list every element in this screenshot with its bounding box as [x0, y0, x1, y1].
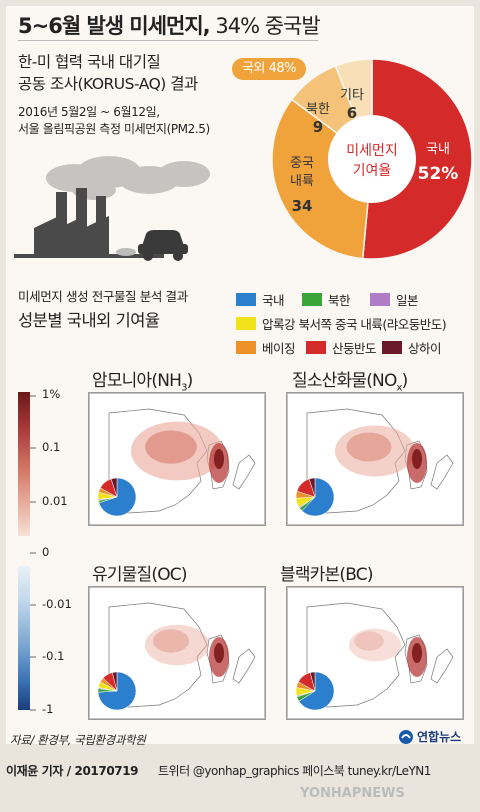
map-canvas-3	[287, 587, 463, 719]
segment-china-name-2: 내륙	[290, 174, 314, 189]
legend-label: 일본	[396, 293, 419, 308]
title-sub: 34% 중국발	[209, 14, 320, 38]
legend-label: 압록강 북서쪽 중국 내륙(랴오둥반도)	[262, 317, 447, 332]
legend-swatch	[236, 317, 256, 330]
legend-label: 북한	[328, 293, 351, 308]
legend-swatch	[236, 293, 256, 306]
legend-item-3: 압록강 북서쪽 중국 내륙(랴오둥반도)	[236, 314, 447, 333]
donut-hole	[328, 115, 416, 203]
source-text: 자료/ 환경부, 국립환경과학원	[10, 733, 146, 747]
legend-swatch	[236, 341, 256, 354]
scale-label-neg0.01: -0.01	[42, 597, 72, 611]
footer-watermark: YONHAPNEWS	[300, 786, 405, 801]
map-canvas-1	[287, 393, 463, 525]
footer-credit: 이재윤 기자 / 20170719	[6, 764, 139, 778]
segment-domestic-value: 52%	[418, 164, 459, 184]
negative-scale-bar	[18, 566, 30, 710]
section2-line2: 성분별 국내외 기여율	[18, 311, 160, 330]
segment-nk-value: 9	[313, 118, 323, 136]
legend-swatch	[382, 341, 402, 354]
scale-label-neg1: -1	[42, 702, 54, 716]
donut-segment-0	[361, 58, 473, 260]
legend-item-6: 상하이	[382, 338, 442, 357]
legend-item-2: 일본	[370, 290, 419, 309]
map-title-oc: 유기물질(OC)	[92, 565, 187, 585]
map-title-bc: 블랙카본(BC)	[280, 565, 373, 585]
scale-label-0.01: 0.01	[42, 494, 68, 508]
donut-center-line1: 미세먼지	[346, 143, 398, 159]
legend-swatch	[306, 341, 326, 354]
footer-social: 트위터 @yonhap_graphics 페이스북 tuney.kr/LeYN1	[158, 764, 431, 778]
legend-swatch	[302, 293, 322, 306]
segment-china-name-1: 중국	[290, 156, 314, 171]
scale-label-neg0.1: -0.1	[42, 649, 65, 663]
scale-label-1pct: 1%	[42, 387, 61, 401]
page-title: 5~6월 발생 미세먼지, 34% 중국발	[18, 10, 321, 40]
map-title-nox: 질소산화물(NOx)	[292, 371, 408, 394]
map-oc	[88, 586, 266, 720]
contribution-donut-chart: 미세먼지 기여율 국내 52% 중국 내륙 34 북한 9 기타 6	[271, 58, 473, 260]
brand-logo: 연합뉴스	[398, 728, 461, 745]
map-nox	[286, 392, 464, 526]
legend-item-5: 산둥반도	[306, 338, 377, 357]
scale-label-0: 0	[42, 545, 50, 559]
map-title-nh3: 암모니아(NH3)	[92, 371, 193, 394]
donut-center-line2: 기여율	[353, 163, 392, 179]
map-bc	[286, 586, 464, 720]
legend-item-1: 북한	[302, 290, 351, 309]
segment-domestic-name: 국내	[426, 142, 450, 157]
factory-illustration	[14, 156, 210, 261]
intro-date: 2016년 5월2일 ~ 6월12일,	[18, 105, 160, 119]
map-nh3	[88, 392, 266, 526]
title-divider	[18, 40, 318, 41]
legend-label: 산둥반도	[332, 341, 377, 356]
legend-label: 베이징	[262, 341, 296, 356]
foreign-share-badge: 국외 48%	[232, 58, 306, 80]
section2-line1: 미세먼지 생성 전구물질 분석 결과	[18, 289, 188, 304]
segment-nk-name: 북한	[306, 102, 330, 117]
map-canvas-0	[89, 393, 265, 525]
legend-item-0: 국내	[236, 290, 285, 309]
positive-scale-bar	[18, 392, 30, 536]
map-canvas-2	[89, 587, 265, 719]
intro-line-1: 한-미 협력 국내 대기질	[18, 53, 161, 71]
legend-label: 국내	[262, 293, 285, 308]
intro-place: 서울 올림픽공원 측정 미세먼지(PM2.5)	[18, 122, 210, 136]
footer: 이재윤 기자 / 20170719 트위터 @yonhap_graphics 페…	[0, 752, 480, 812]
title-main: 5~6월 발생 미세먼지,	[18, 14, 211, 38]
brand-name: 연합뉴스	[417, 730, 462, 744]
segment-other-name: 기타	[340, 88, 364, 103]
segment-china-value: 34	[292, 197, 313, 215]
legend-item-4: 베이징	[236, 338, 296, 357]
intro-line-2: 공동 조사(KORUS-AQ) 결과	[18, 75, 198, 93]
yonhap-logo-icon	[399, 729, 413, 744]
legend-swatch	[370, 293, 390, 306]
segment-other-value: 6	[347, 104, 357, 122]
scale-label-0.1: 0.1	[42, 440, 61, 454]
donut-segment-1	[271, 98, 373, 260]
legend-label: 상하이	[408, 341, 442, 356]
scale-ticks	[30, 395, 36, 711]
